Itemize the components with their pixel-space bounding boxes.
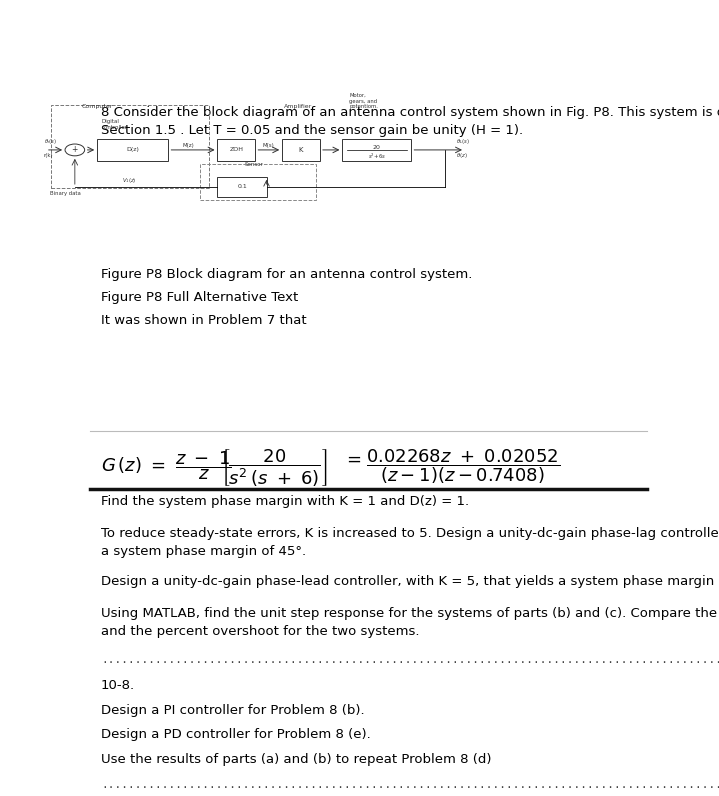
Text: 0.1: 0.1 bbox=[237, 185, 247, 189]
Text: $V_1(z)$: $V_1(z)$ bbox=[122, 176, 136, 185]
Text: 20: 20 bbox=[373, 146, 381, 150]
Text: Amplifier: Amplifier bbox=[285, 104, 313, 109]
Text: Figure P8 Block diagram for an antenna control system.: Figure P8 Block diagram for an antenna c… bbox=[101, 268, 472, 281]
Text: Using MATLAB, find the unit step response for the systems of parts (b) and (c). : Using MATLAB, find the unit step respons… bbox=[101, 607, 719, 638]
Text: Sensor: Sensor bbox=[244, 162, 263, 167]
Text: M(z): M(z) bbox=[183, 142, 194, 147]
Text: ................................................................................: ........................................… bbox=[101, 654, 719, 665]
Text: $G\,(z)\ =\ \dfrac{z\ -\ 1}{z}$: $G\,(z)\ =\ \dfrac{z\ -\ 1}{z}$ bbox=[101, 450, 232, 482]
Text: $\theta_r(s)$: $\theta_r(s)$ bbox=[44, 138, 57, 146]
Text: $=$: $=$ bbox=[344, 450, 362, 468]
Text: Find the system phase margin with K = 1 and D(z) = 1.: Find the system phase margin with K = 1 … bbox=[101, 495, 469, 508]
Text: Use the results of parts (a) and (b) to repeat Problem 8 (d): Use the results of parts (a) and (b) to … bbox=[101, 752, 492, 766]
Text: To reduce steady-state errors, K is increased to 5. Design a unity-dc-gain phase: To reduce steady-state errors, K is incr… bbox=[101, 527, 719, 558]
Text: $\dfrac{0.02268z\ +\ 0.02052}{(z-1)(z-0.7408)}$: $\dfrac{0.02268z\ +\ 0.02052}{(z-1)(z-0.… bbox=[366, 447, 560, 486]
Text: D(z): D(z) bbox=[127, 147, 139, 152]
Text: r(k): r(k) bbox=[44, 153, 53, 158]
Text: $\theta_L(s)$: $\theta_L(s)$ bbox=[456, 138, 470, 146]
Text: $\theta(z)$: $\theta(z)$ bbox=[456, 150, 467, 160]
Text: Motor,
gears, and
potentiom.: Motor, gears, and potentiom. bbox=[349, 93, 378, 109]
Text: 10-8.: 10-8. bbox=[101, 679, 135, 692]
Text: Computer: Computer bbox=[81, 104, 113, 109]
Text: Design a PI controller for Problem 8 (b).: Design a PI controller for Problem 8 (b)… bbox=[101, 704, 365, 716]
Text: Design a PD controller for Problem 8 (e).: Design a PD controller for Problem 8 (e)… bbox=[101, 728, 371, 741]
Text: $s^2\!+\!6s$: $s^2\!+\!6s$ bbox=[368, 152, 386, 162]
Text: 8 Consider the block diagram of an antenna control system shown in Fig. P8. This: 8 Consider the block diagram of an anten… bbox=[101, 106, 719, 138]
Text: ................................................................................: ........................................… bbox=[101, 780, 719, 790]
Text: M(s): M(s) bbox=[263, 142, 275, 147]
Text: $\left[\dfrac{20}{s^2\,(s\ +\ 6)}\right]$: $\left[\dfrac{20}{s^2\,(s\ +\ 6)}\right]… bbox=[221, 447, 327, 488]
Text: K: K bbox=[299, 147, 303, 153]
Text: ZOH: ZOH bbox=[229, 147, 244, 152]
Text: Figure P8 Full Alternative Text: Figure P8 Full Alternative Text bbox=[101, 291, 298, 304]
Text: It was shown in Problem 7 that: It was shown in Problem 7 that bbox=[101, 314, 306, 326]
Text: Design a unity-dc-gain phase-lead controller, with K = 5, that yields a system p: Design a unity-dc-gain phase-lead contro… bbox=[101, 575, 719, 587]
Text: +: + bbox=[72, 146, 78, 154]
Text: Binary data: Binary data bbox=[50, 192, 81, 197]
Text: Digital
controller: Digital controller bbox=[101, 119, 128, 130]
